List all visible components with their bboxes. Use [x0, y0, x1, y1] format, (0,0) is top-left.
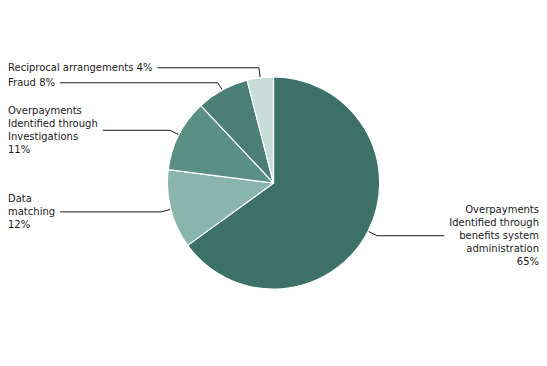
svg-text:Data: Data	[8, 193, 32, 204]
svg-text:benefits system: benefits system	[459, 230, 539, 241]
svg-text:Reciprocal arrangements 4%: Reciprocal arrangements 4%	[8, 62, 152, 73]
svg-text:Overpayments: Overpayments	[465, 204, 539, 215]
svg-text:Identified through: Identified through	[8, 118, 98, 129]
svg-text:Investigations: Investigations	[8, 131, 78, 142]
svg-text:12%: 12%	[8, 219, 30, 230]
svg-text:65%: 65%	[517, 256, 539, 267]
svg-text:Identified through: Identified through	[449, 217, 539, 228]
svg-text:Overpayments: Overpayments	[8, 105, 82, 116]
svg-text:11%: 11%	[8, 144, 30, 155]
svg-text:Fraud 8%: Fraud 8%	[8, 77, 55, 88]
svg-text:administration: administration	[466, 243, 539, 254]
svg-text:matching: matching	[8, 206, 55, 217]
